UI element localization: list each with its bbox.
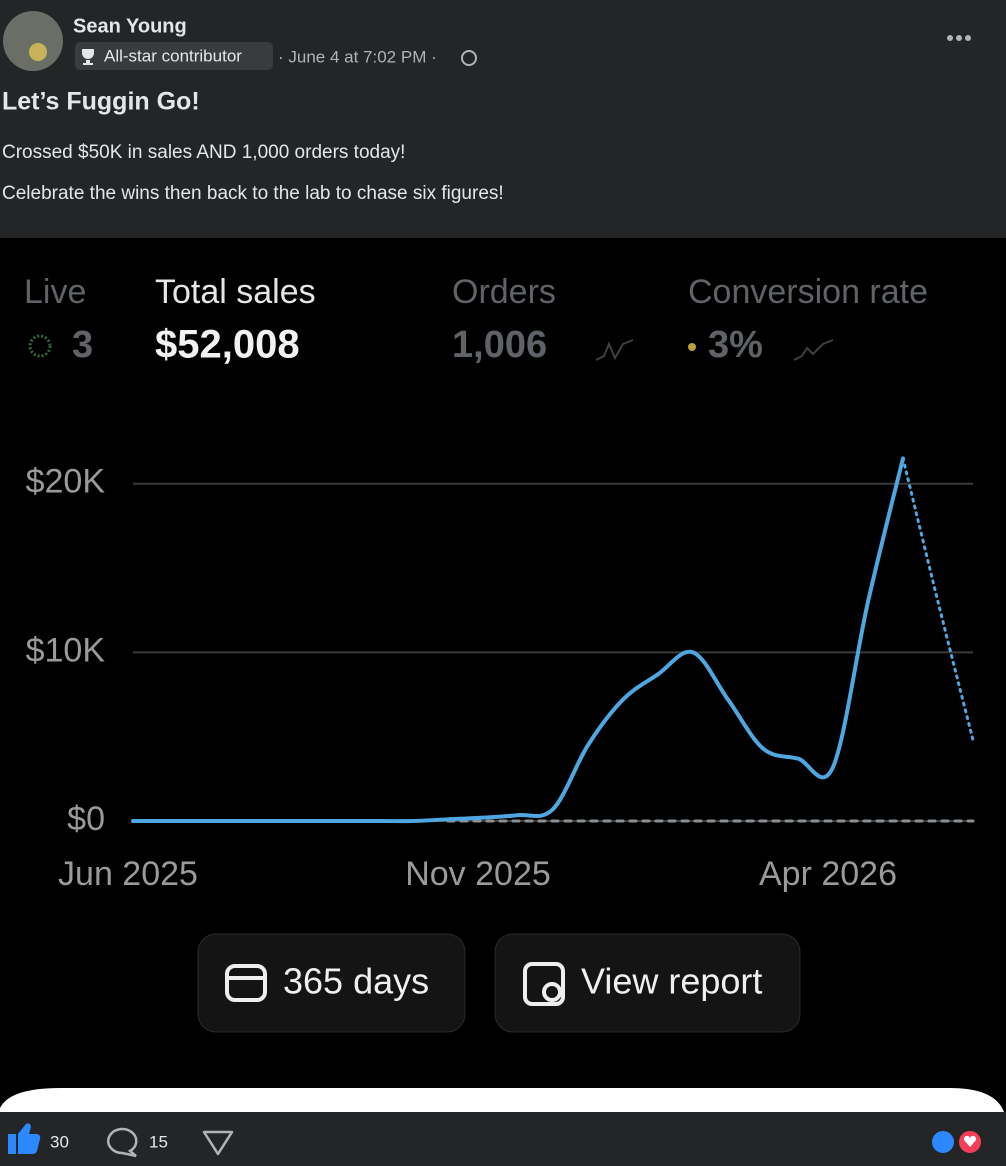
x-tick-label: Jun 2025 (58, 855, 198, 893)
live-icon (28, 334, 52, 358)
metric-label: Orders (452, 273, 556, 311)
comment-button[interactable] (107, 1127, 138, 1158)
author-name[interactable]: Sean Young (73, 15, 187, 37)
metric-label: Live (24, 273, 86, 311)
data-line (901, 456, 975, 742)
data-line (131, 456, 905, 824)
post-title: Let’s Fuggin Go! (2, 88, 200, 116)
like-reaction[interactable] (930, 1129, 956, 1155)
sparkline-icon (793, 339, 834, 361)
comment-count[interactable]: 15 (149, 1132, 168, 1151)
metric-label: Total sales (155, 273, 316, 311)
avatar-detail (29, 43, 47, 61)
metric-value: 1,006 (452, 324, 547, 366)
badge-label: All-star contributor (104, 46, 242, 65)
timestamp[interactable]: · June 4 at 7:02 PM · (278, 47, 437, 66)
metric-value: 3 (72, 324, 93, 366)
button[interactable] (494, 933, 801, 1033)
status-dot (688, 343, 696, 351)
avatar[interactable] (3, 11, 63, 71)
post-body: Crossed $50K in sales AND 1,000 orders t… (2, 142, 405, 163)
share-button[interactable] (202, 1130, 234, 1156)
button[interactable] (197, 933, 466, 1033)
sheet-edge (0, 1088, 1004, 1112)
footer-bg (0, 1112, 1006, 1166)
sparkline-icon (595, 339, 634, 361)
y-tick-label: $0 (67, 800, 105, 838)
metric-value: 3% (708, 324, 763, 366)
y-tick-label: $10K (26, 631, 106, 669)
more-menu[interactable] (947, 35, 971, 41)
like-count[interactable]: 30 (50, 1132, 69, 1151)
chart: $0 $10K $20K Jun 2025 Nov 2025 Apr 2026 (26, 456, 975, 893)
post-header-bg (0, 0, 1006, 238)
badge-bg[interactable] (75, 42, 273, 70)
metric-label: Conversion rate (688, 273, 928, 311)
audience-icon[interactable] (461, 50, 477, 66)
y-tick-label: $20K (26, 463, 106, 501)
love-icon (963, 1135, 977, 1147)
report-icon (523, 962, 565, 1006)
calendar-icon (225, 964, 267, 1002)
x-tick-label: Apr 2026 (759, 855, 897, 893)
button-label: 365 days (283, 961, 429, 1002)
trophy-icon (82, 49, 94, 65)
report-icon (542, 982, 562, 1002)
post-body: Celebrate the wins then back to the lab … (2, 183, 504, 204)
like-button[interactable] (8, 1123, 41, 1154)
metric-value: $52,008 (155, 323, 300, 367)
x-tick-label: Nov 2025 (405, 855, 551, 893)
button-label: View report (581, 961, 762, 1002)
